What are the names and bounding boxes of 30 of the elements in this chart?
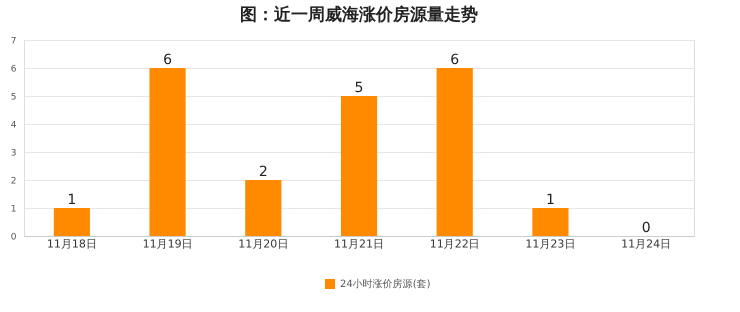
- y-tick-label: 3: [10, 148, 16, 158]
- chart-title: 图：近一周威海涨价房源量走势: [240, 5, 478, 25]
- y-tick-label: 1: [10, 204, 16, 214]
- y-tick-label: 4: [10, 120, 17, 130]
- bar: [436, 68, 473, 236]
- y-tick-label: 0: [10, 232, 17, 242]
- data-label: 5: [354, 80, 364, 96]
- bar: [245, 180, 282, 236]
- bar: [54, 208, 90, 236]
- bar: [340, 96, 378, 236]
- y-tick-label: 2: [10, 176, 16, 186]
- x-tick-label: 11月19日: [142, 238, 193, 250]
- data-label: 1: [546, 192, 555, 208]
- y-tick-label: 5: [10, 92, 16, 102]
- data-label: 6: [450, 52, 460, 68]
- y-tick-label: 6: [10, 64, 17, 74]
- x-tick-label: 11月20日: [238, 238, 288, 250]
- bar: [149, 68, 186, 236]
- x-tick-label: 11月23日: [525, 238, 576, 250]
- x-tick-label: 11月21日: [334, 238, 384, 250]
- data-label: 6: [163, 52, 172, 68]
- x-tick-label: 11月24日: [621, 238, 672, 250]
- data-label: 1: [67, 192, 76, 208]
- x-tick-label: 11月18日: [46, 238, 97, 250]
- bar: [532, 208, 569, 236]
- x-tick-label: 11月22日: [430, 238, 480, 250]
- legend-label: 24小时涨价房源(套): [340, 278, 431, 290]
- data-label: 2: [258, 164, 268, 180]
- y-tick-label: 7: [10, 36, 16, 46]
- data-label: 0: [642, 220, 651, 236]
